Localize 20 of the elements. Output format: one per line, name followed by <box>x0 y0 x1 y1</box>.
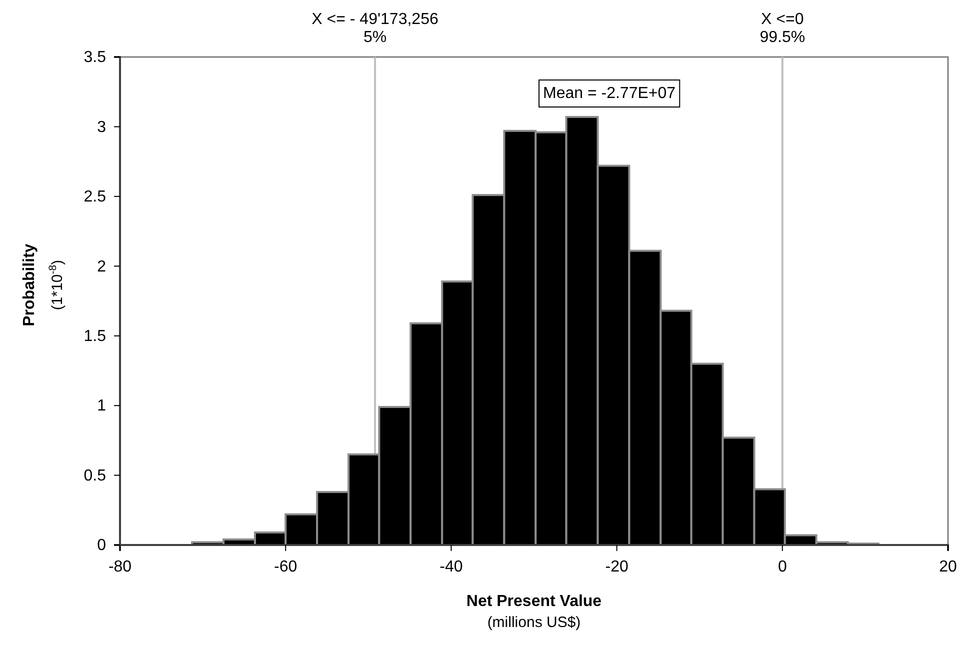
text: (millions US$) <box>487 614 581 631</box>
y-tick-label: 0 <box>97 537 106 554</box>
ref-line-label: X <= - 49'173,256 5% <box>312 11 438 46</box>
x-tick-label: -20 <box>605 558 628 576</box>
y-tick-label: 3 <box>97 118 106 136</box>
y-axis-title: Probability <box>21 244 38 326</box>
y-tick-label: 2 <box>97 258 106 276</box>
ref-line-label: X <=0 99.5% <box>760 11 806 46</box>
x-tick-label: -40 <box>440 558 463 576</box>
y-tick-label: 1 <box>97 398 106 415</box>
x-tick-label: -80 <box>108 558 132 576</box>
y-tick-label: 2.5 <box>84 188 106 206</box>
x-tick-label: -60 <box>274 558 298 576</box>
y-tick-label: 1.5 <box>84 328 106 345</box>
x-tick-label: 0 <box>778 558 787 576</box>
y-tick-label: 3.5 <box>84 49 106 66</box>
x-axis-title: Net Present Value <box>466 593 602 610</box>
x-tick-label: 20 <box>939 558 957 576</box>
y-tick-label: 0.5 <box>84 467 106 484</box>
annotation: Mean = -2.77E+07 <box>543 85 676 102</box>
